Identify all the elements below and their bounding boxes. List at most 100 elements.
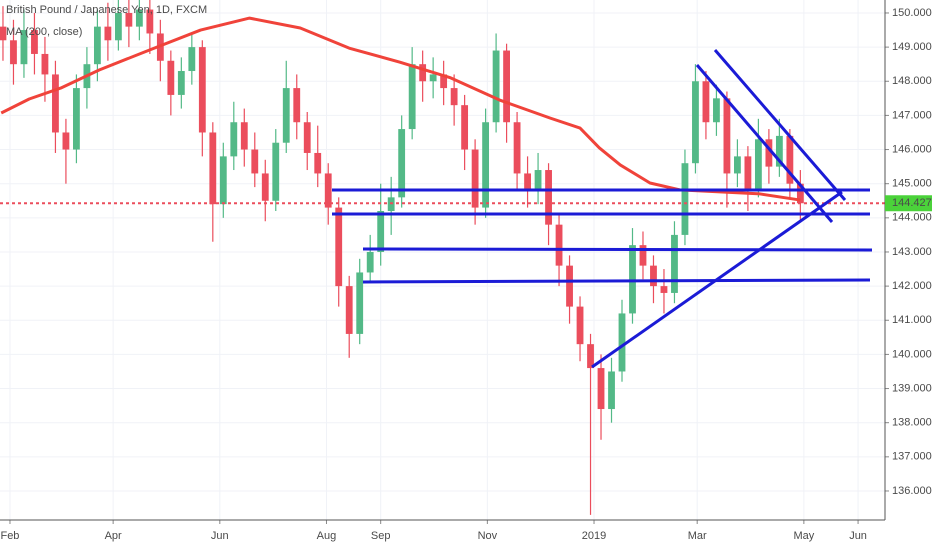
- candle-body: [786, 135, 794, 184]
- trend-lines: [332, 49, 873, 369]
- y-tick-label: 141.000: [892, 314, 932, 326]
- candle-body: [114, 12, 122, 41]
- candle-body: [261, 173, 269, 201]
- candle-body: [93, 26, 101, 65]
- x-tick-label: Feb: [0, 530, 19, 542]
- candle-body: [723, 98, 731, 174]
- candle-body: [461, 105, 469, 150]
- y-tick-label: 150.000: [892, 7, 932, 19]
- moving-average: [0, 16, 801, 202]
- x-tick-label: Aug: [317, 530, 337, 542]
- candle-body: [492, 50, 500, 123]
- x-tick-label: Apr: [105, 530, 122, 542]
- candle-body: [754, 139, 762, 191]
- candle-body: [618, 313, 626, 372]
- candle-body: [62, 132, 70, 150]
- trend-line: [362, 247, 873, 252]
- candle-body: [408, 64, 416, 130]
- candle-body: [429, 74, 437, 82]
- candle-body: [31, 30, 38, 54]
- y-tick-label: 140.000: [892, 348, 932, 360]
- trend-line: [362, 278, 871, 284]
- y-tick-label: 148.000: [892, 75, 932, 87]
- candle-body: [10, 40, 17, 65]
- chart-title: British Pound / Japanese Yen, 1D, FXCM: [6, 4, 207, 16]
- candle-body: [251, 149, 259, 174]
- candle-body: [524, 173, 531, 191]
- candle-body: [681, 163, 689, 235]
- x-tick-label: 2019: [582, 530, 606, 542]
- y-tick-label: 142.000: [892, 280, 932, 292]
- candle-body: [471, 149, 479, 208]
- y-tick-label: 137.000: [892, 451, 932, 463]
- candle-body: [219, 156, 227, 205]
- candle-body: [734, 156, 741, 174]
- last-price-box: [885, 195, 932, 212]
- candle-body: [555, 224, 563, 266]
- y-tick-label: 136.000: [892, 485, 932, 497]
- candle-body: [188, 47, 196, 72]
- candle-body: [765, 139, 773, 167]
- candle-body: [177, 71, 185, 95]
- candle-body: [146, 9, 154, 34]
- y-tick-label: 143.000: [892, 246, 932, 258]
- candle-body: [366, 251, 374, 273]
- candle-body: [104, 26, 112, 41]
- candle-body: [650, 265, 657, 287]
- y-tick-label: 145.000: [892, 178, 932, 190]
- candle-body: [303, 122, 311, 153]
- candle-body: [335, 207, 343, 287]
- y-tick-label: 147.000: [892, 109, 932, 121]
- candle-body: [482, 122, 490, 208]
- candle-body: [377, 211, 385, 252]
- candle-body: [0, 26, 7, 41]
- legend-entry: MA (200, close): [6, 26, 82, 38]
- y-tick-label: 138.000: [892, 417, 932, 429]
- candle-body: [587, 344, 594, 369]
- candle-body: [125, 12, 133, 27]
- candle-body: [52, 74, 59, 133]
- candle-body: [20, 30, 28, 65]
- candle-body: [692, 81, 699, 164]
- candle-body: [796, 183, 804, 204]
- x-tick-label: Jun: [211, 530, 229, 542]
- candle-body: [545, 170, 552, 225]
- candle-body: [167, 60, 175, 95]
- candle-body: [660, 286, 668, 293]
- candle-body: [324, 173, 332, 208]
- candle-body: [450, 88, 458, 106]
- candle-body: [639, 245, 647, 266]
- x-tick-label: May: [793, 530, 814, 542]
- candle-body: [597, 368, 605, 410]
- y-tick-label: 139.000: [892, 382, 932, 394]
- candle-body: [744, 156, 752, 191]
- candle-body: [534, 170, 542, 191]
- candle-body: [356, 272, 364, 334]
- candle-body: [513, 122, 521, 174]
- trend-line: [713, 49, 847, 201]
- candle-body: [73, 88, 80, 150]
- candle-body: [198, 47, 206, 133]
- x-tick-label: Jun: [849, 530, 867, 542]
- trend-line: [591, 190, 843, 369]
- candle-body: [576, 306, 584, 345]
- candle-body: [608, 371, 615, 410]
- candle-body: [209, 132, 217, 205]
- marks: [0, 0, 885, 515]
- x-tick-label: Nov: [478, 530, 498, 542]
- x-tick-label: Sep: [371, 530, 391, 542]
- y-tick-label: 144.000: [892, 212, 932, 224]
- candle-body: [230, 122, 238, 157]
- candle-body: [702, 81, 710, 123]
- trend-line: [695, 64, 834, 223]
- candle-body: [440, 74, 448, 89]
- y-tick-label: 149.000: [892, 41, 932, 53]
- candle-body: [282, 88, 290, 143]
- candle-body: [503, 50, 510, 123]
- candle-body: [314, 152, 322, 174]
- candle-body: [775, 135, 783, 167]
- y-tick-label: 146.000: [892, 143, 932, 155]
- candle-body: [135, 9, 143, 27]
